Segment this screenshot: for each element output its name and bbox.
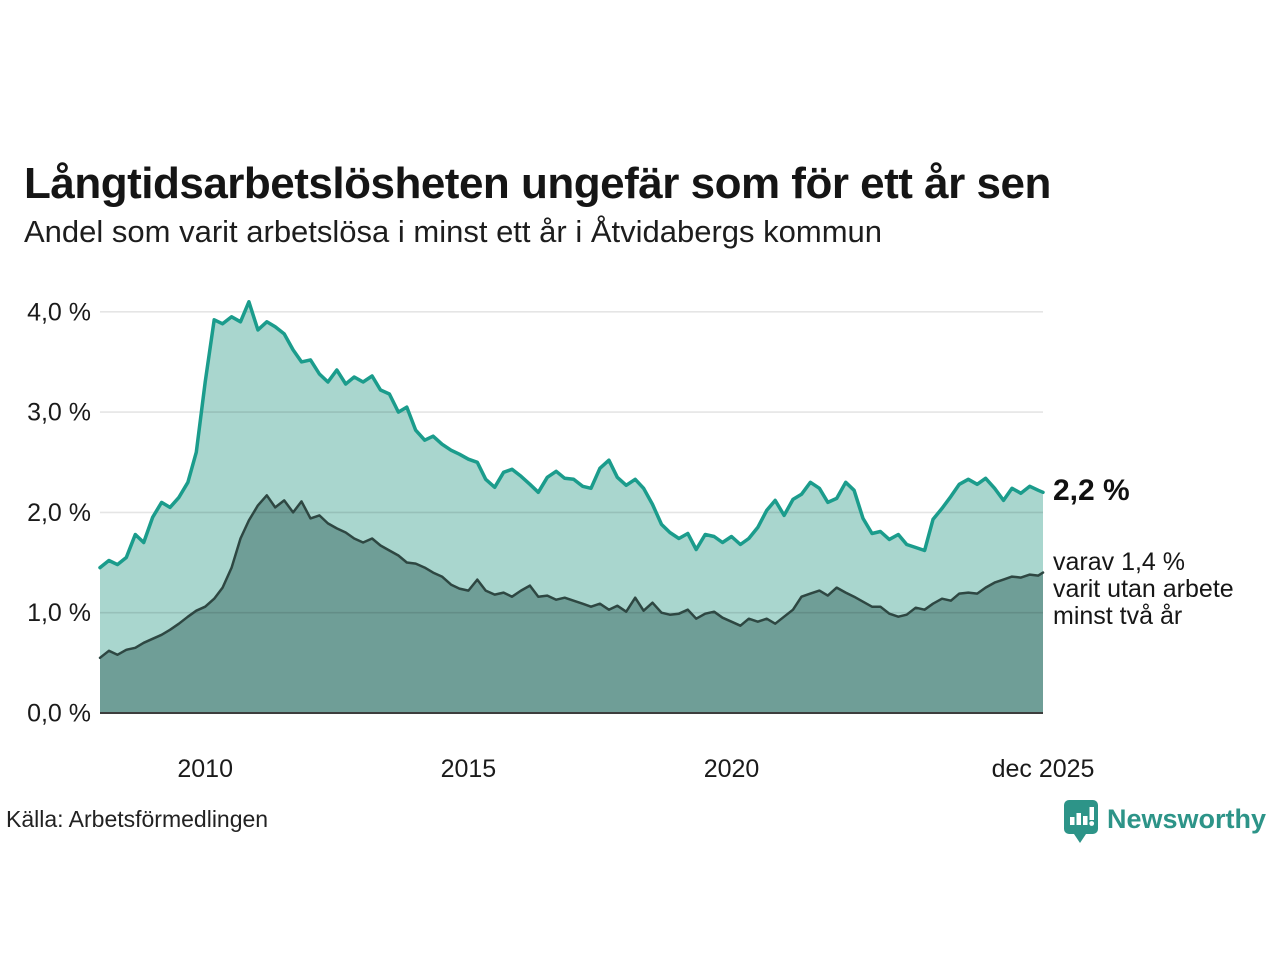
page-subtitle: Andel som varit arbetslösa i minst ett å… [24,214,883,249]
y-tick-label: 0,0 % [27,700,91,728]
line-unemployed-one-year [98,300,1045,570]
page-title: Långtidsarbetslösheten ungefär som för e… [24,159,1051,209]
area-unemployed-two-years [100,495,1043,713]
y-tick-label: 1,0 % [27,599,91,627]
series-end-note-label: varav 1,4 % varit utan arbete minst två … [1053,548,1234,630]
source-attribution: Källa: Arbetsförmedlingen [6,806,269,832]
y-tick-label: 4,0 % [27,298,91,326]
line-unemployed-two-years [98,494,1045,660]
y-tick-label: 3,0 % [27,399,91,427]
x-tick-label: 2015 [441,755,497,783]
series-end-value-label: 2,2 % [1053,474,1130,507]
x-tick-label: dec 2025 [992,755,1095,783]
y-tick-label: 2,0 % [27,499,91,527]
newsworthy-logo-text: Newsworthy [1106,804,1266,834]
newsworthy-bubble-icon [1063,800,1098,843]
x-tick-label: 2020 [704,755,760,783]
x-tick-label: 2010 [177,755,233,783]
newsworthy-logo: Newsworthy [1062,798,1266,844]
